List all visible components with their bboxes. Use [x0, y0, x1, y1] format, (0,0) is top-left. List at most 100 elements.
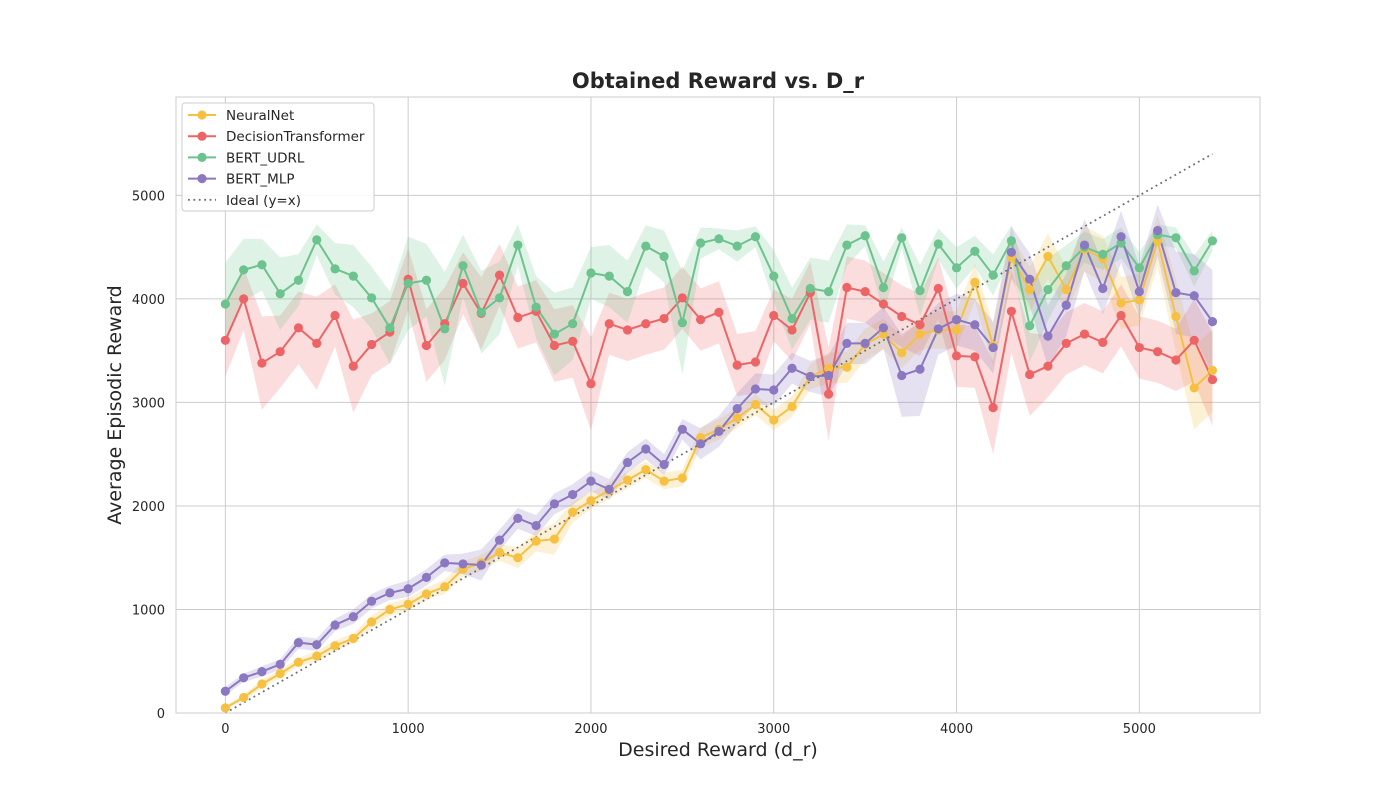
data-point-bert-udrl [1061, 261, 1071, 271]
data-point-bert-mlp [531, 521, 541, 531]
data-point-decisiontransformer [933, 283, 943, 294]
data-point-neuralnet [568, 507, 578, 517]
data-point-neuralnet [421, 589, 432, 599]
data-point-bert-udrl [348, 271, 358, 281]
data-point-bert-udrl [312, 235, 322, 245]
data-point-neuralnet [970, 277, 980, 287]
data-point-neuralnet [549, 534, 559, 544]
data-point-bert-mlp [348, 612, 358, 622]
data-point-bert-udrl [1171, 233, 1181, 243]
data-point-decisiontransformer [1079, 329, 1090, 339]
data-point-bert-mlp [312, 640, 322, 650]
data-point-decisiontransformer [348, 361, 358, 371]
data-point-neuralnet [1134, 295, 1144, 305]
data-point-bert-udrl [220, 299, 230, 309]
data-point-bert-mlp [878, 323, 889, 333]
data-point-bert-mlp [951, 314, 962, 325]
data-point-decisiontransformer [220, 335, 230, 345]
legend-marker-bert-mlp [197, 174, 207, 184]
data-point-bert-udrl [933, 239, 943, 249]
data-point-neuralnet [312, 651, 322, 661]
y-tick-label: 0 [157, 707, 165, 722]
data-point-bert-udrl [787, 313, 797, 324]
data-point-bert-udrl [951, 263, 962, 273]
data-point-neuralnet [1025, 284, 1035, 295]
data-point-neuralnet [769, 415, 779, 425]
data-point-bert-udrl [750, 232, 761, 242]
data-point-neuralnet [293, 657, 304, 667]
data-point-bert-mlp [915, 364, 925, 374]
data-point-bert-udrl [915, 286, 925, 296]
y-axis-title: Average Episodic Reward [104, 285, 126, 525]
data-point-bert-udrl [988, 270, 998, 280]
data-point-bert-udrl [659, 251, 669, 262]
data-point-bert-mlp [385, 588, 395, 598]
data-point-decisiontransformer [239, 294, 249, 304]
data-point-bert-mlp [1025, 274, 1035, 284]
data-point-bert-mlp [513, 513, 523, 523]
data-point-neuralnet [1043, 251, 1053, 262]
data-point-decisiontransformer [714, 307, 724, 317]
data-point-bert-mlp [586, 476, 596, 486]
data-point-bert-mlp [220, 686, 230, 696]
data-point-bert-mlp [769, 385, 779, 395]
data-point-bert-udrl [769, 271, 779, 281]
data-point-bert-udrl [330, 264, 340, 274]
data-point-bert-udrl [293, 275, 304, 285]
data-point-bert-udrl [1207, 236, 1218, 246]
data-point-bert-udrl [641, 241, 651, 251]
data-point-bert-udrl [970, 246, 980, 256]
data-point-bert-mlp [293, 638, 304, 648]
data-point-bert-udrl [403, 278, 413, 288]
data-point-bert-udrl [476, 307, 486, 317]
x-tick-label: 2000 [574, 722, 607, 737]
data-point-bert-mlp [1079, 240, 1090, 250]
data-point-bert-mlp [641, 444, 651, 454]
data-point-bert-mlp [494, 535, 505, 545]
data-point-bert-mlp [476, 560, 486, 570]
data-point-neuralnet [622, 475, 633, 485]
data-point-decisiontransformer [988, 402, 998, 413]
legend-marker-decisiontransformer [197, 131, 207, 141]
data-point-decisiontransformer [970, 352, 980, 362]
data-point-bert-mlp [239, 673, 249, 683]
legend-label-ideal-y-x: Ideal (y=x) [226, 193, 301, 209]
data-point-decisiontransformer [586, 379, 596, 389]
data-point-bert-mlp [933, 324, 943, 334]
y-tick-labels: 0 1000 2000 3000 4000 5000 [132, 189, 165, 722]
y-tick-label: 3000 [132, 396, 165, 411]
data-point-decisiontransformer [622, 325, 633, 335]
data-point-neuralnet [366, 617, 377, 627]
data-point-bert-mlp [1189, 291, 1199, 301]
data-point-decisiontransformer [750, 357, 761, 367]
data-point-decisiontransformer [1043, 361, 1053, 371]
data-point-bert-udrl [1098, 249, 1108, 259]
x-tick-labels: 0 1000 2000 3000 4000 5000 [221, 722, 1156, 737]
x-tick-label: 3000 [757, 722, 790, 737]
data-point-decisiontransformer [1153, 347, 1163, 357]
data-point-decisiontransformer [257, 358, 267, 368]
data-point-neuralnet [531, 536, 541, 546]
data-point-bert-udrl [421, 275, 432, 285]
data-point-bert-udrl [531, 302, 541, 312]
spread-band-neuralnet [225, 215, 1213, 710]
data-point-bert-mlp [970, 320, 980, 330]
legend: NeuralNet DecisionTransformer BERT_UDRL BER… [181, 102, 375, 212]
data-point-bert-udrl [604, 271, 614, 281]
data-point-bert-udrl [897, 233, 907, 243]
data-point-bert-mlp [366, 596, 377, 606]
data-point-decisiontransformer [312, 338, 322, 348]
data-point-bert-mlp [897, 370, 907, 381]
data-point-bert-udrl [1025, 321, 1035, 331]
data-point-neuralnet [1171, 311, 1181, 322]
data-point-decisiontransformer [860, 287, 870, 297]
data-point-bert-udrl [257, 260, 267, 270]
data-point-decisiontransformer [1025, 369, 1035, 380]
data-point-decisiontransformer [1207, 375, 1218, 385]
legend-label-neuralnet: NeuralNet [226, 108, 294, 124]
data-point-neuralnet [842, 362, 852, 372]
x-tick-label: 4000 [940, 722, 973, 737]
data-point-decisiontransformer [458, 278, 468, 288]
data-point-decisiontransformer [842, 282, 852, 293]
data-point-bert-mlp [549, 499, 559, 509]
